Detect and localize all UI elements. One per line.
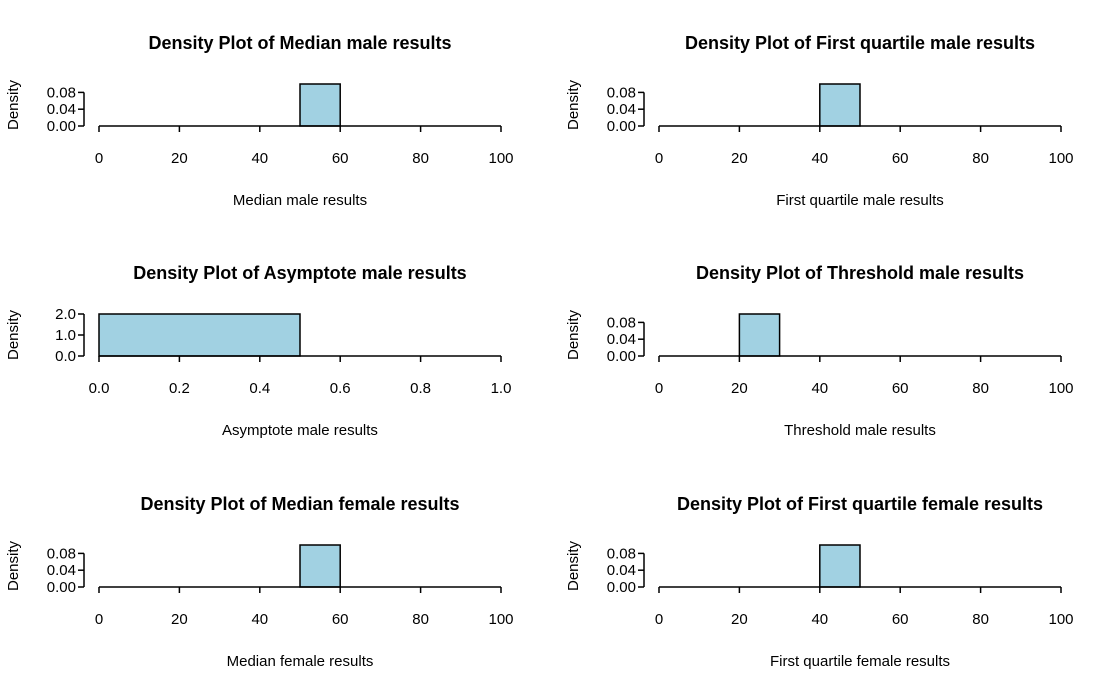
histogram-bar [819,544,861,588]
x-tick-label: 20 [171,611,188,628]
histogram-bar [98,313,301,357]
x-tick-label: 40 [811,380,828,397]
y-axis-label: Density [565,79,582,130]
y-tick-label: 0.0 [55,348,76,365]
x-axis-label: First quartile male results [776,192,944,209]
histogram-bar [819,83,861,127]
y-tick-label: 0.04 [607,101,636,118]
x-tick-label: 40 [811,150,828,167]
x-tick-label: 1.0 [491,380,512,397]
y-tick-label: 0.04 [47,562,76,579]
density-panel: Density Plot of Median male results 0 20 40… [5,33,514,209]
x-tick-label: 60 [892,150,909,167]
density-panel: Density Plot of First quartile male resu… [565,33,1074,209]
x-tick-label: 100 [1048,150,1073,167]
x-tick-label: 100 [1048,611,1073,628]
x-axis-label: Median female results [227,653,374,670]
y-tick-label: 0.00 [47,579,76,596]
x-tick-label: 0 [655,150,663,167]
x-axis-label: Asymptote male results [222,422,378,439]
x-axis-label: First quartile female results [770,653,950,670]
chart-title: Density Plot of First quartile male resu… [685,33,1035,53]
x-tick-label: 0.0 [89,380,110,397]
chart-title: Density Plot of First quartile female re… [677,494,1043,514]
x-tick-label: 100 [488,611,513,628]
x-tick-label: 0.6 [330,380,351,397]
y-tick-label: 0.04 [47,101,76,118]
x-tick-label: 80 [972,380,989,397]
y-tick-label: 0.04 [607,562,636,579]
y-axis-label: Density [5,79,22,130]
x-tick-label: 0.8 [410,380,431,397]
chart-title: Density Plot of Median male results [148,33,451,53]
x-tick-label: 20 [731,611,748,628]
x-tick-label: 60 [332,150,349,167]
x-tick-label: 80 [972,611,989,628]
x-tick-label: 80 [412,150,429,167]
x-tick-label: 100 [488,150,513,167]
y-tick-label: 0.08 [47,84,76,101]
x-tick-label: 20 [731,380,748,397]
x-tick-label: 0.2 [169,380,190,397]
x-tick-label: 0 [655,380,663,397]
chart-title: Density Plot of Asymptote male results [133,263,466,283]
y-tick-label: 1.0 [55,327,76,344]
y-tick-label: 0.08 [607,314,636,331]
x-tick-label: 0.4 [249,380,270,397]
histogram-bar [299,544,341,588]
density-panel: Density Plot of Threshold male results 0 2… [565,263,1074,439]
x-tick-label: 20 [171,150,188,167]
x-tick-label: 60 [892,380,909,397]
x-tick-label: 0 [95,150,103,167]
y-axis-label: Density [565,309,582,360]
x-tick-label: 80 [972,150,989,167]
chart-title: Density Plot of Median female results [140,494,459,514]
y-axis-label: Density [565,540,582,591]
y-tick-label: 0.00 [47,118,76,135]
y-tick-label: 0.08 [47,545,76,562]
y-tick-label: 0.08 [607,84,636,101]
y-axis-label: Density [5,309,22,360]
density-panel: Density Plot of Asymptote male results 0.… [5,263,511,439]
x-tick-label: 40 [251,150,268,167]
density-panel: Density Plot of Median female results 0 20… [5,494,514,670]
x-axis-label: Median male results [233,192,367,209]
x-tick-label: 100 [1048,380,1073,397]
chart-title: Density Plot of Threshold male results [696,263,1024,283]
y-tick-label: 0.08 [607,545,636,562]
x-tick-label: 60 [892,611,909,628]
histogram-bar [738,313,781,357]
x-tick-label: 60 [332,611,349,628]
x-tick-label: 80 [412,611,429,628]
x-tick-label: 20 [731,150,748,167]
x-axis-label: Threshold male results [784,422,936,439]
y-axis-label: Density [5,540,22,591]
histogram-bar [299,83,341,127]
y-tick-label: 0.04 [607,331,636,348]
y-tick-label: 0.00 [607,118,636,135]
density-panel: Density Plot of First quartile female re… [565,494,1074,670]
x-tick-label: 40 [811,611,828,628]
x-tick-label: 40 [251,611,268,628]
x-tick-label: 0 [95,611,103,628]
x-tick-label: 0 [655,611,663,628]
y-tick-label: 2.0 [55,306,76,323]
y-tick-label: 0.00 [607,348,636,365]
y-tick-label: 0.00 [607,579,636,596]
